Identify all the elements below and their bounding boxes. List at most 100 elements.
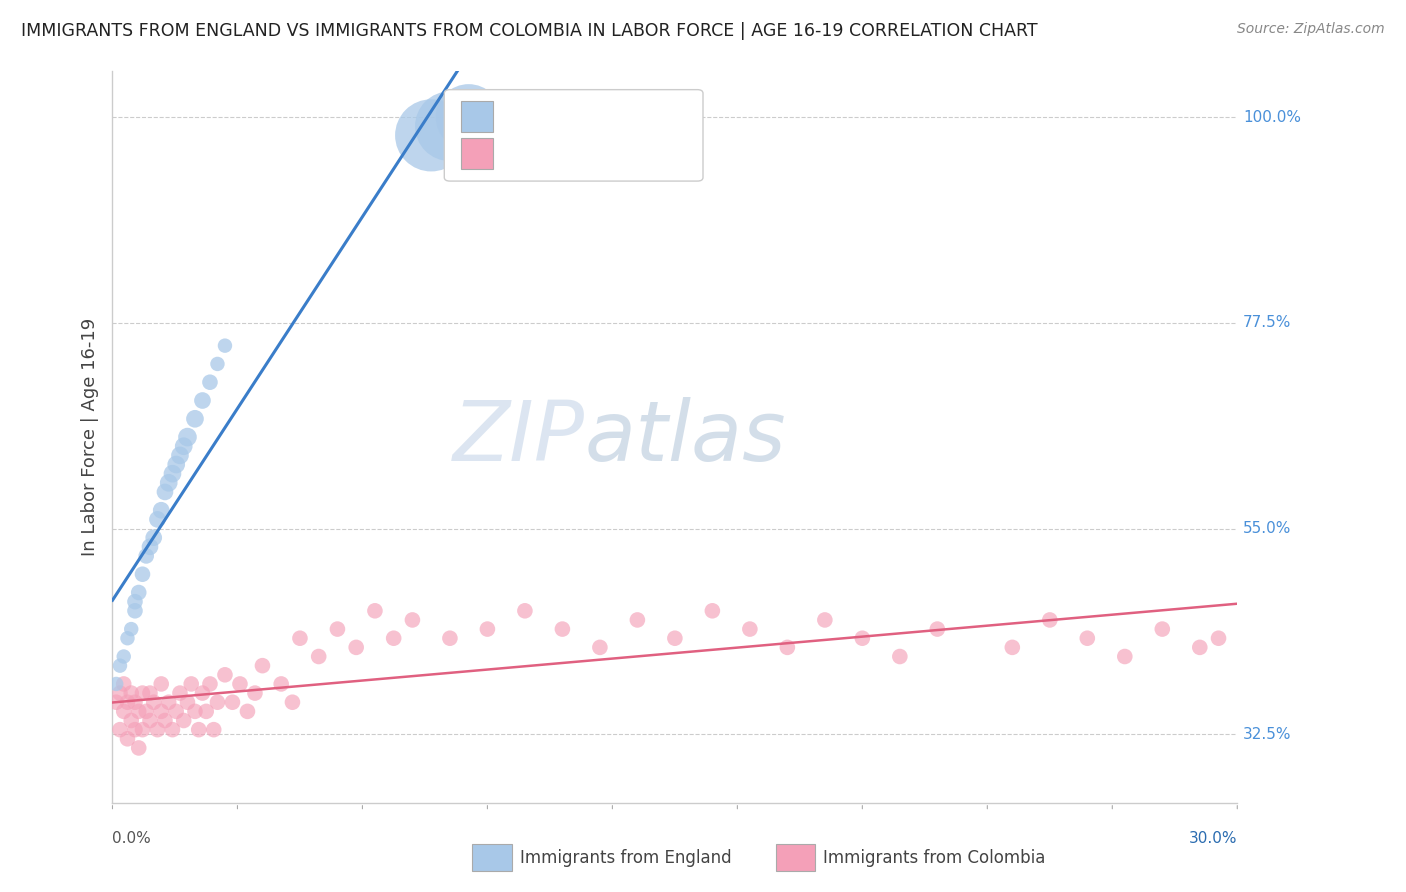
Point bbox=[198, 376, 221, 390]
Point bbox=[214, 667, 236, 681]
Point bbox=[776, 640, 799, 655]
Point bbox=[927, 622, 949, 636]
Point bbox=[142, 531, 165, 545]
Text: Source: ZipAtlas.com: Source: ZipAtlas.com bbox=[1237, 22, 1385, 37]
Point bbox=[401, 613, 423, 627]
Point bbox=[142, 695, 165, 709]
Bar bbox=[472, 845, 512, 871]
Point bbox=[513, 604, 536, 618]
Text: atlas: atlas bbox=[585, 397, 786, 477]
Point bbox=[184, 705, 207, 719]
Point bbox=[169, 686, 191, 700]
Point bbox=[207, 695, 229, 709]
Point bbox=[124, 723, 146, 737]
Point bbox=[131, 686, 153, 700]
Point bbox=[364, 604, 387, 618]
Point bbox=[162, 467, 184, 481]
Point bbox=[150, 705, 173, 719]
Text: R = 0.593  N = 29: R = 0.593 N = 29 bbox=[506, 108, 676, 126]
Point bbox=[112, 649, 135, 664]
Point bbox=[124, 695, 146, 709]
Text: Immigrants from England: Immigrants from England bbox=[520, 848, 731, 867]
Point bbox=[139, 540, 162, 554]
Text: 30.0%: 30.0% bbox=[1189, 830, 1237, 846]
Point bbox=[105, 695, 128, 709]
Point bbox=[1114, 649, 1136, 664]
Text: IMMIGRANTS FROM ENGLAND VS IMMIGRANTS FROM COLOMBIA IN LABOR FORCE | AGE 16-19 C: IMMIGRANTS FROM ENGLAND VS IMMIGRANTS FR… bbox=[21, 22, 1038, 40]
Point bbox=[229, 677, 252, 691]
Point bbox=[108, 658, 131, 673]
Point bbox=[252, 658, 274, 673]
FancyBboxPatch shape bbox=[444, 90, 703, 181]
Point bbox=[153, 485, 176, 500]
Point bbox=[176, 430, 198, 444]
Point bbox=[814, 613, 837, 627]
Point bbox=[157, 695, 180, 709]
Point bbox=[1039, 613, 1062, 627]
Point bbox=[191, 686, 214, 700]
Point bbox=[198, 677, 221, 691]
Point bbox=[120, 622, 142, 636]
Text: Immigrants from Colombia: Immigrants from Colombia bbox=[824, 848, 1046, 867]
Point bbox=[124, 595, 146, 609]
Text: 55.0%: 55.0% bbox=[1243, 521, 1291, 536]
Point bbox=[243, 686, 266, 700]
Point bbox=[1208, 632, 1230, 646]
Point bbox=[420, 128, 443, 143]
Point bbox=[326, 622, 349, 636]
Point bbox=[112, 677, 135, 691]
Point bbox=[889, 649, 911, 664]
Point bbox=[626, 613, 648, 627]
Point bbox=[153, 714, 176, 728]
Point bbox=[288, 632, 311, 646]
Point bbox=[146, 723, 169, 737]
Point bbox=[169, 448, 191, 462]
Point bbox=[131, 723, 153, 737]
Point bbox=[108, 723, 131, 737]
Bar bbox=[461, 138, 492, 169]
Point bbox=[128, 740, 150, 755]
Point bbox=[150, 677, 173, 691]
Point bbox=[176, 695, 198, 709]
Point bbox=[180, 677, 202, 691]
Point bbox=[139, 686, 162, 700]
Text: 100.0%: 100.0% bbox=[1243, 110, 1301, 125]
Point bbox=[173, 714, 195, 728]
Point bbox=[120, 714, 142, 728]
Point bbox=[236, 705, 259, 719]
Point bbox=[135, 549, 157, 563]
Point bbox=[439, 120, 461, 134]
Point bbox=[173, 439, 195, 453]
Point bbox=[128, 705, 150, 719]
Text: 32.5%: 32.5% bbox=[1243, 727, 1291, 742]
Point bbox=[195, 705, 218, 719]
Point bbox=[202, 723, 225, 737]
Point bbox=[439, 632, 461, 646]
Point bbox=[120, 686, 142, 700]
Point bbox=[135, 705, 157, 719]
Point bbox=[308, 649, 330, 664]
Point bbox=[344, 640, 367, 655]
Point bbox=[214, 339, 236, 353]
Point bbox=[146, 512, 169, 526]
Point bbox=[1001, 640, 1024, 655]
Point bbox=[150, 503, 173, 517]
Point bbox=[117, 632, 139, 646]
Point bbox=[157, 475, 180, 490]
Point bbox=[187, 723, 209, 737]
Point bbox=[382, 632, 405, 646]
Point bbox=[165, 458, 187, 472]
Point bbox=[162, 723, 184, 737]
Point bbox=[477, 622, 499, 636]
Y-axis label: In Labor Force | Age 16-19: In Labor Force | Age 16-19 bbox=[80, 318, 98, 557]
Text: 77.5%: 77.5% bbox=[1243, 315, 1291, 330]
Point bbox=[664, 632, 686, 646]
Point bbox=[184, 412, 207, 426]
Point bbox=[191, 393, 214, 408]
Point bbox=[551, 622, 574, 636]
Point bbox=[117, 731, 139, 746]
Point bbox=[117, 695, 139, 709]
Point bbox=[112, 705, 135, 719]
Text: ZIP: ZIP bbox=[453, 397, 585, 477]
Point bbox=[457, 110, 479, 124]
